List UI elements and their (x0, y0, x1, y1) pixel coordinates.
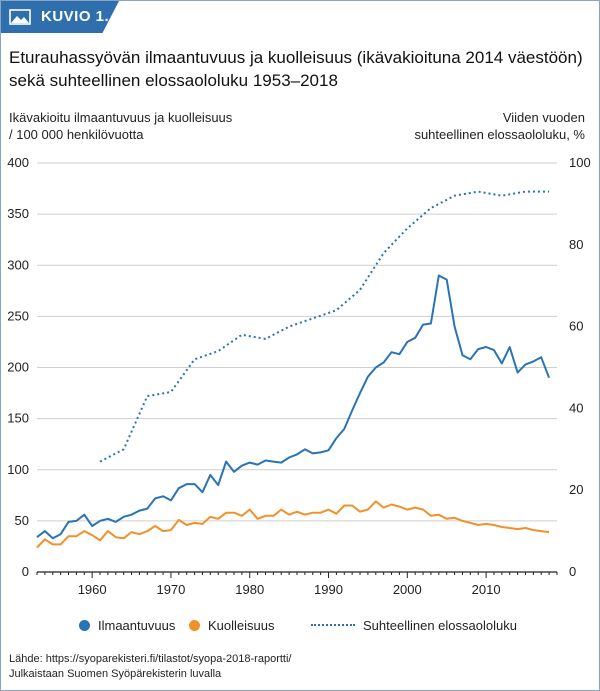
series-ilmaantuvuus (36, 274, 551, 540)
left-axis-ticks: 0 50 100 150 200 250 300 350 400 (7, 155, 29, 579)
x-tick-label: 1960 (78, 582, 107, 597)
legend-swatch (311, 624, 355, 626)
right-tick-label: 60 (569, 319, 583, 334)
source-line: Julkaistaan Suomen Syöpärekisterin luval… (9, 668, 222, 680)
x-tick-label: 2000 (393, 582, 422, 597)
source-line: Lähde: https://syoparekisteri.fi/tilasto… (9, 653, 292, 665)
data-series (36, 190, 551, 549)
left-tick-label: 200 (7, 360, 29, 375)
right-axis-title-line: Viiden vuoden (502, 110, 585, 125)
right-tick-label: 80 (569, 237, 583, 252)
legend-label: Ilmaantuvuus (98, 618, 176, 633)
legend-item-kuolleisuus: Kuolleisuus (189, 618, 275, 633)
figure-number: KUVIO 1. (41, 8, 110, 25)
legend-label: Kuolleisuus (208, 618, 275, 633)
left-tick-label: 150 (7, 411, 29, 426)
line-chart: 0 50 100 150 200 250 300 350 400 0 20 40 60 80 100 19… (7, 155, 591, 597)
left-axis-title: Ikävakioitu ilmaantuvuus ja kuolleisuus … (9, 109, 269, 143)
x-tick-label: 2010 (472, 582, 501, 597)
left-tick-label: 100 (7, 462, 29, 477)
right-axis-title: Viiden vuoden suhteellinen elossaololuku… (345, 109, 585, 143)
legend-item-ilmaantuvuus: Ilmaantuvuus (79, 618, 175, 633)
left-tick-label: 300 (7, 257, 29, 272)
left-axis-title-line: / 100 000 henkilövuotta (9, 127, 144, 142)
right-axis-title-line: suhteellinen elossaololuku, % (414, 127, 585, 142)
legend-swatch (79, 620, 90, 631)
image-icon (9, 9, 31, 25)
x-tick-label: 1970 (156, 582, 185, 597)
left-tick-label: 350 (7, 206, 29, 221)
chart-title: Eturauhassyövän ilmaantuvuus ja kuolleis… (9, 48, 583, 90)
right-tick-label: 40 (569, 400, 583, 415)
legend-swatch (189, 620, 200, 631)
left-tick-label: 400 (7, 155, 29, 170)
left-axis-title-line: Ikävakioitu ilmaantuvuus ja kuolleisuus (9, 110, 233, 125)
gridlines (37, 162, 557, 522)
series-elossaololuku (99, 190, 550, 463)
figure-badge: KUVIO 1. (1, 1, 119, 33)
x-axis: 1960 1970 1980 1990 2000 2010 (36, 571, 558, 597)
left-tick-label: 0 (22, 564, 29, 579)
left-tick-label: 250 (7, 308, 29, 323)
left-tick-label: 50 (15, 513, 29, 528)
legend-item-elossaololuku: Suhteellinen elossaololuku (311, 618, 517, 633)
source-note: Lähde: https://syoparekisteri.fi/tilasto… (9, 652, 291, 682)
series-kuolleisuus (36, 500, 550, 549)
x-tick-label: 1990 (314, 582, 343, 597)
right-tick-label: 20 (569, 482, 583, 497)
legend-label: Suhteellinen elossaololuku (363, 618, 517, 633)
right-tick-label: 0 (569, 564, 576, 579)
right-tick-label: 100 (569, 155, 591, 170)
x-tick-label: 1980 (235, 582, 264, 597)
right-axis-ticks: 0 20 40 60 80 100 (569, 155, 591, 579)
